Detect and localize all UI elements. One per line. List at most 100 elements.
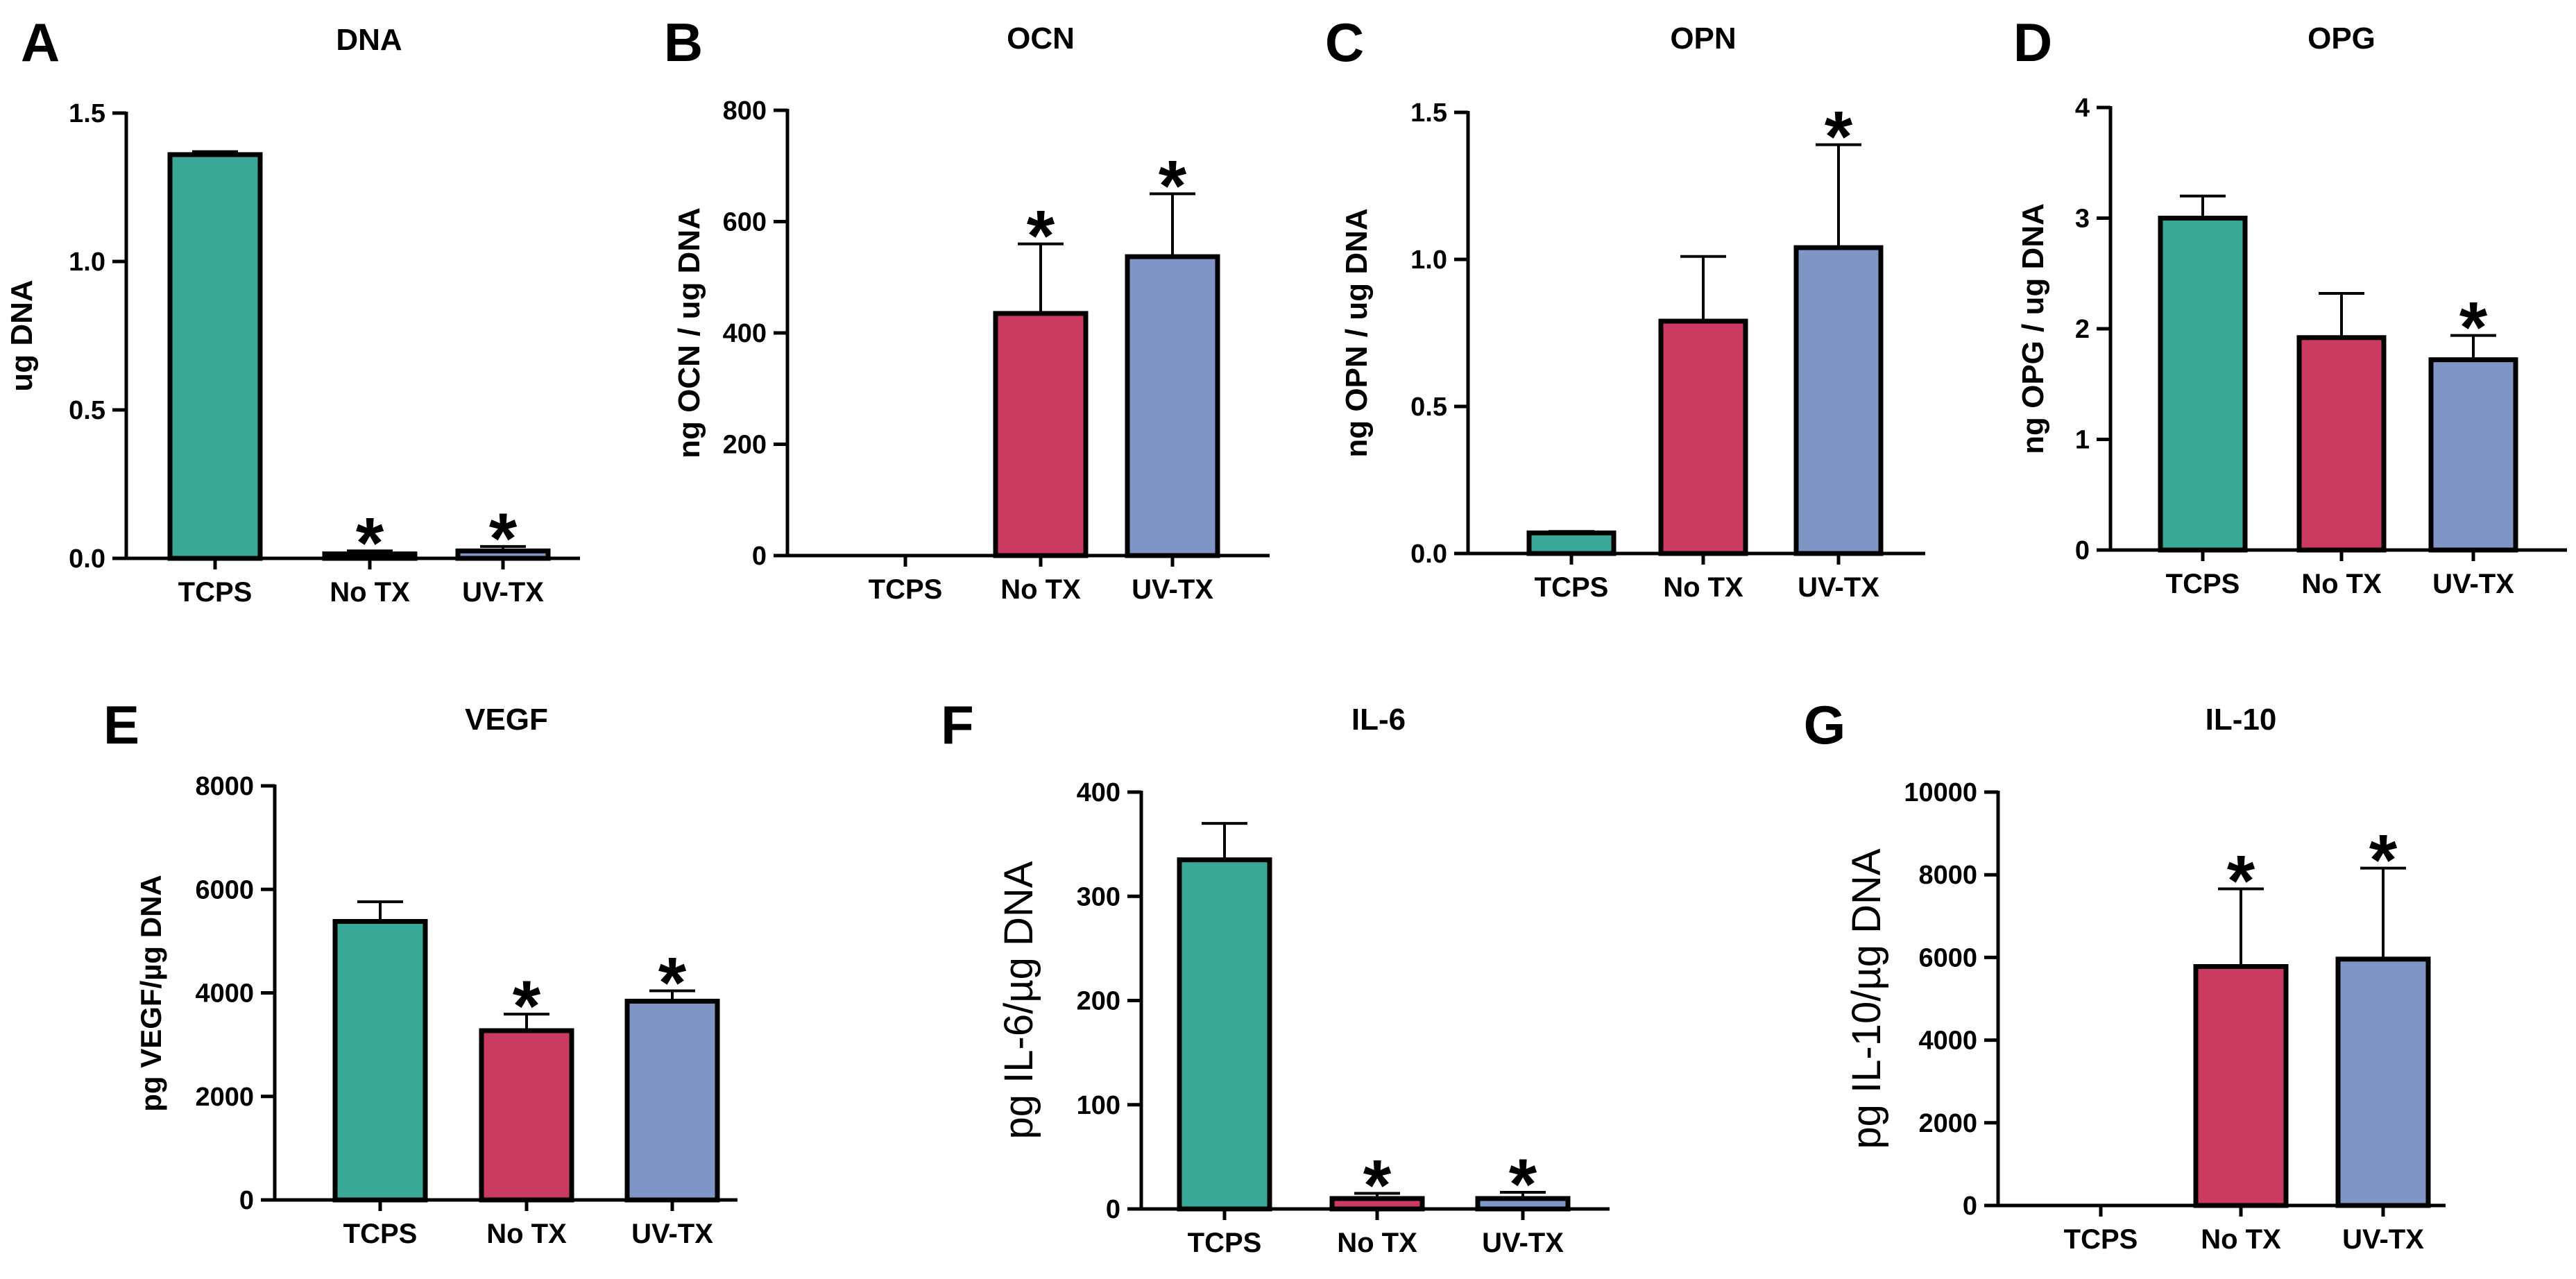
category-label-tcps: TCPS — [178, 577, 253, 608]
bar-tcps — [1526, 530, 1617, 556]
y-tick-label: 6000 — [1918, 943, 1977, 972]
bar-uv-tx — [455, 548, 551, 561]
bar-no-tx — [479, 1028, 574, 1203]
panel-f: F IL-6 pg IL-6/µg DNA 0 100 200 300 400 TCPS No T… — [941, 694, 1610, 1258]
y-tick-label: 0.5 — [69, 396, 105, 425]
y-axis-label: ng OPN / ug DNA — [1340, 208, 1374, 457]
category-label-tcps: TCPS — [2166, 569, 2240, 599]
chart-title: IL-6 — [1351, 703, 1406, 737]
bar-uv-tx — [1475, 1196, 1571, 1212]
bar-no-tx — [2296, 335, 2387, 553]
y-axis-label: ng OCN / ug DNA — [672, 207, 706, 458]
y-tick-label: 0.0 — [69, 544, 105, 574]
panel-letter: B — [664, 12, 703, 73]
significance-marker-uv-tx: * — [1509, 1144, 1537, 1225]
category-label-tcps: TCPS — [869, 574, 943, 605]
bar-uv-tx — [1125, 254, 1220, 558]
y-tick-label: 0 — [2075, 536, 2090, 565]
panel-letter: F — [941, 694, 974, 755]
y-tick-label: 4 — [2075, 94, 2090, 123]
category-label-uv-tx: UV-TX — [2432, 569, 2514, 599]
panel-letter: D — [2013, 12, 2052, 73]
significance-marker-no-tx: * — [2227, 841, 2255, 921]
chart-title: OPN — [1670, 22, 1736, 55]
category-label-tcps: TCPS — [343, 1219, 418, 1249]
panel-letter: C — [1325, 12, 1364, 73]
bar-tcps — [1177, 857, 1272, 1212]
category-label-uv-tx: UV-TX — [1482, 1228, 1564, 1258]
chart-title: OPG — [2308, 22, 2375, 55]
significance-marker-no-tx: * — [356, 503, 384, 583]
significance-marker-uv-tx: * — [658, 943, 687, 1024]
bar-tcps — [167, 152, 263, 561]
category-label-uv-tx: UV-TX — [1798, 572, 1879, 603]
panel-letter: E — [103, 694, 139, 755]
y-tick-label: 8000 — [195, 772, 254, 801]
y-axis-label: ng OPG / ug DNA — [2016, 203, 2050, 454]
chart-title: OCN — [1007, 22, 1075, 55]
y-tick-label: 1.5 — [1410, 98, 1447, 128]
significance-marker-uv-tx: * — [2459, 288, 2488, 368]
y-tick-label: 10000 — [1904, 778, 1977, 807]
y-tick-label: 2000 — [195, 1083, 254, 1112]
y-tick-label: 1 — [2075, 426, 2090, 455]
bar-uv-tx — [2335, 956, 2431, 1208]
y-tick-label: 400 — [723, 319, 767, 348]
bar-tcps — [332, 919, 428, 1203]
bar-no-tx — [322, 551, 418, 561]
category-label-no-tx: No TX — [330, 577, 410, 608]
bar-no-tx — [1329, 1196, 1425, 1212]
chart-title: IL-10 — [2206, 703, 2277, 737]
category-label-no-tx: No TX — [486, 1219, 567, 1249]
category-label-uv-tx: UV-TX — [631, 1219, 713, 1249]
y-axis-label: ug DNA — [5, 280, 39, 391]
panel-letter: G — [1804, 694, 1846, 755]
bar-tcps — [2158, 216, 2248, 553]
panel-b: B OCN ng OCN / ug DNA 0 200 400 600 800 TCPS No T… — [664, 12, 1270, 605]
y-axis-label: pg IL-10/µg DNA — [1844, 848, 1889, 1149]
category-label-no-tx: No TX — [2301, 569, 2382, 599]
y-tick-label: 0 — [1963, 1192, 1977, 1221]
y-tick-label: 0.0 — [1410, 540, 1447, 569]
y-tick-label: 4000 — [1918, 1027, 1977, 1056]
category-label-tcps: TCPS — [2064, 1224, 2138, 1255]
y-tick-label: 6000 — [195, 875, 254, 904]
significance-marker-uv-tx: * — [1159, 146, 1187, 226]
y-tick-label: 400 — [1077, 778, 1120, 807]
y-tick-label: 1.0 — [69, 248, 105, 277]
panel-d: D OPG ng OPG / ug DNA 0 1 2 3 4 TCPS No TX UV-TX * — [2013, 12, 2567, 599]
y-tick-label: 200 — [1077, 987, 1120, 1016]
y-tick-label: 200 — [723, 431, 767, 460]
bar-uv-tx — [624, 998, 720, 1203]
panel-e: E VEGF pg VEGF/µg DNA 0 2000 4000 6000 8000 TCPS… — [103, 694, 737, 1249]
panel-c: C OPN ng OPN / ug DNA 0.0 0.5 1.0 1.5 TCPS No TX… — [1325, 12, 1925, 603]
category-label-uv-tx: UV-TX — [462, 577, 544, 608]
significance-marker-no-tx: * — [1363, 1145, 1392, 1226]
y-tick-label: 3 — [2075, 205, 2090, 234]
category-label-no-tx: No TX — [1663, 572, 1743, 603]
y-tick-label: 2 — [2075, 315, 2090, 344]
bar-no-tx — [993, 311, 1089, 558]
bar-no-tx — [2193, 964, 2289, 1208]
y-tick-label: 0 — [1106, 1195, 1120, 1224]
y-tick-label: 300 — [1077, 882, 1120, 911]
y-tick-label: 4000 — [195, 979, 254, 1008]
chart-title: DNA — [336, 23, 402, 57]
bar-uv-tx — [1793, 245, 1884, 556]
significance-marker-no-tx: * — [1027, 196, 1055, 277]
category-label-uv-tx: UV-TX — [2342, 1224, 2424, 1255]
category-label-no-tx: No TX — [2201, 1224, 2281, 1255]
y-axis-label: pg VEGF/µg DNA — [135, 875, 167, 1112]
y-tick-label: 0 — [239, 1186, 254, 1215]
y-tick-label: 600 — [723, 208, 767, 237]
y-tick-label: 0 — [752, 542, 767, 571]
category-label-tcps: TCPS — [1188, 1228, 1262, 1258]
significance-marker-uv-tx: * — [489, 499, 518, 579]
significance-marker-uv-tx: * — [2369, 821, 2398, 901]
y-tick-label: 800 — [723, 96, 767, 126]
significance-marker-no-tx: * — [513, 966, 541, 1047]
category-label-no-tx: No TX — [1000, 574, 1081, 605]
y-axis-label: pg IL-6/µg DNA — [996, 861, 1041, 1139]
